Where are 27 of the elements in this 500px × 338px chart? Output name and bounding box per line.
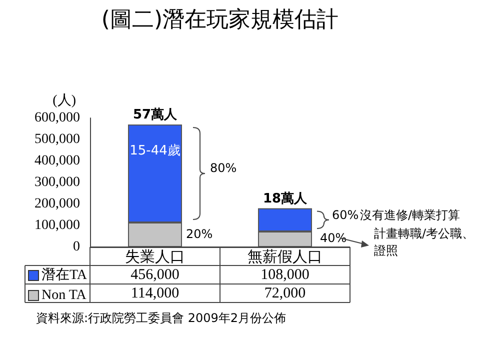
y-tick-label: 0 [73,240,80,254]
legend-label: 潛在TA [42,267,88,283]
annotation: 15-44歲 [130,144,180,158]
annotation: 60% [332,208,359,222]
x-tick-label: 無薪假人口 [248,248,322,266]
data-label: 72,000 [264,285,306,302]
annotation: 80% [210,161,237,175]
source-note: 資料來源:行政院勞工委員會 2009年2月份公佈 [36,311,286,325]
annotation: 57萬人 [132,107,178,122]
data-label: 114,000 [130,285,180,302]
text: 計畫轉職/考公職、證照 [374,226,474,258]
annotation: 18萬人 [262,191,308,206]
legend-label: Non TA [42,288,88,303]
x-tick-label: 失業人口 [125,248,185,266]
data-label: 108,000 [260,266,310,283]
data-label: 456,000 [130,266,180,283]
annotation: 40% [320,231,347,245]
y-tick-label: 400,000 [34,154,80,168]
y-tick-label: 300,000 [34,175,80,190]
y-tick-label: 500,000 [34,132,80,147]
annotation: 20% [186,227,213,241]
chart-title: (圖二)潛在玩家規模估計 [101,8,339,32]
y-tick-label: 600,000 [34,110,80,126]
y-tick-label: 100,000 [34,218,80,233]
text: 沒有進修/轉業打算 [360,208,460,222]
y-tick-label: 200,000 [34,196,80,212]
y-axis-title: (人) [52,92,76,108]
